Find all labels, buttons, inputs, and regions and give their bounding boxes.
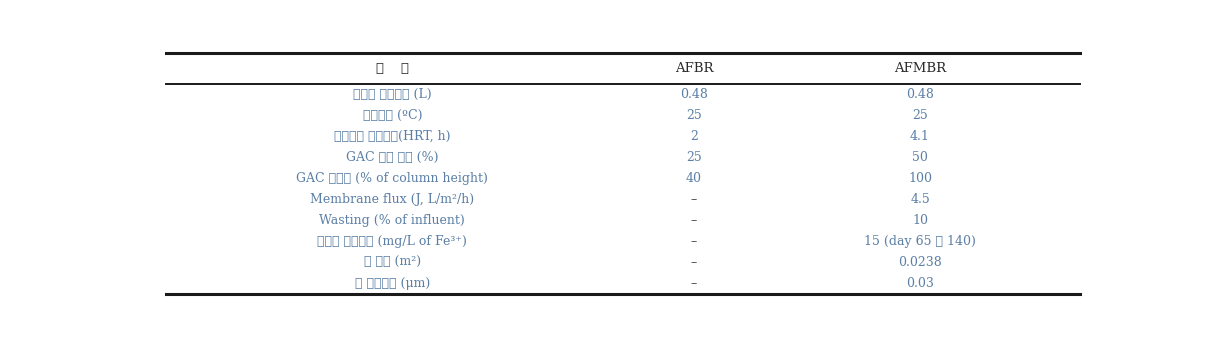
Text: AFBR: AFBR: [675, 62, 713, 75]
Text: 0.48: 0.48: [680, 88, 708, 101]
Text: Membrane flux (J, L/m²/h): Membrane flux (J, L/m²/h): [310, 193, 474, 206]
Text: 25: 25: [912, 109, 928, 122]
Text: 운전온도 (ºC): 운전온도 (ºC): [362, 109, 422, 122]
Text: 25: 25: [686, 151, 702, 164]
Text: GAC 팩왕율 (% of column height): GAC 팩왕율 (% of column height): [297, 172, 489, 185]
Text: 10: 10: [912, 214, 928, 227]
Text: 40: 40: [686, 172, 702, 185]
Text: –: –: [691, 277, 697, 290]
Text: 15 (day 65 ～ 140): 15 (day 65 ～ 140): [865, 235, 976, 248]
Text: 막 공극크기 (μm): 막 공극크기 (μm): [355, 277, 430, 290]
Text: 50: 50: [912, 151, 928, 164]
Text: –: –: [691, 214, 697, 227]
Text: 0.48: 0.48: [906, 88, 934, 101]
Text: Wasting (% of influent): Wasting (% of influent): [320, 214, 466, 227]
Text: –: –: [691, 193, 697, 206]
Text: 수리학적 체류시간(HRT, h): 수리학적 체류시간(HRT, h): [334, 130, 451, 143]
Text: 0.03: 0.03: [906, 277, 934, 290]
Text: 0.0238: 0.0238: [899, 256, 942, 269]
Text: 응집제 주입농도 (mg/L of Fe³⁺): 응집제 주입농도 (mg/L of Fe³⁺): [317, 235, 467, 248]
Text: 조    건: 조 건: [376, 62, 409, 75]
Text: 반응기 유효부피 (L): 반응기 유효부피 (L): [353, 88, 432, 101]
Text: 100: 100: [908, 172, 931, 185]
Text: GAC 충진 비율 (%): GAC 충진 비율 (%): [347, 151, 439, 164]
Text: AFMBR: AFMBR: [894, 62, 946, 75]
Text: 4.1: 4.1: [910, 130, 930, 143]
Text: 4.5: 4.5: [911, 193, 930, 206]
Text: 막 면적 (m²): 막 면적 (m²): [364, 256, 421, 269]
Text: 25: 25: [686, 109, 702, 122]
Text: 2: 2: [689, 130, 698, 143]
Text: –: –: [691, 256, 697, 269]
Text: –: –: [691, 235, 697, 248]
